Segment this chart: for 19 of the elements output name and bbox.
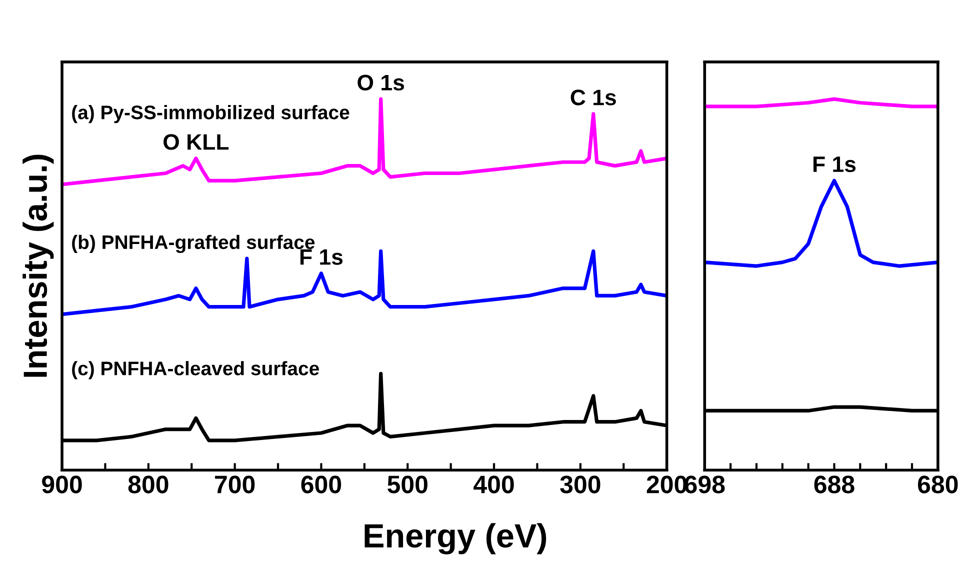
x-tick-label: 688 [814,476,854,494]
x-tick-label: 900 [42,476,82,494]
annotation: O 1s [358,74,404,90]
x-tick-label: 200 [646,476,687,494]
x-tick-label: 800 [128,476,168,494]
annotation: O KLL [164,134,229,150]
text: (c) PNFHA-cleaved surface [72,361,319,380]
x-tick-label: 600 [301,476,342,494]
x-tick-label: 700 [215,476,255,494]
x-tick-label: 300 [560,476,600,494]
series-label: (a) Py-SS-immobilized surface [72,105,350,124]
x-tick-label: 698 [684,476,725,494]
x-tick-label: 680 [918,476,958,494]
x-axis-title: Energy (eV) [364,523,546,554]
annotation: F 1s [813,156,856,172]
x-tick-label: 400 [474,476,514,494]
x-tick-label: 500 [388,476,428,494]
annotation: C 1s [570,90,616,106]
y-axis-title: Intensity (a.u.) [22,154,54,377]
